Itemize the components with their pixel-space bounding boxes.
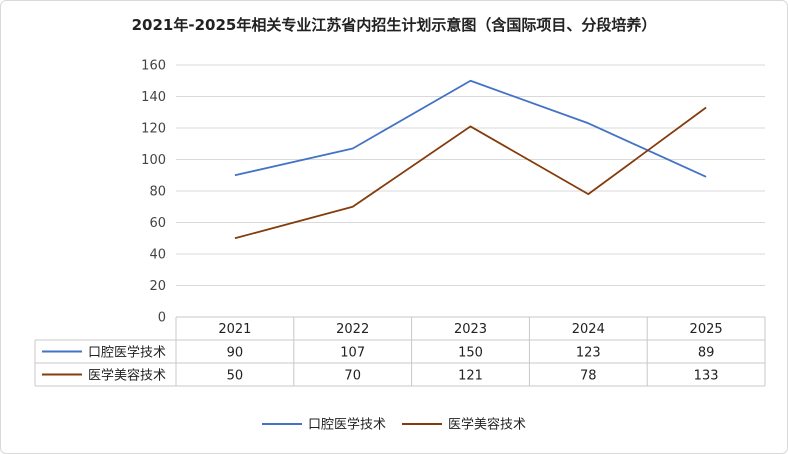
- data-label: 133: [694, 369, 719, 384]
- data-label: 107: [340, 346, 365, 361]
- x-category-label: 2024: [572, 322, 605, 337]
- table-series-name: 口腔医学技术: [88, 345, 166, 361]
- legend: 口腔医学技术 医学美容技术: [262, 417, 526, 433]
- y-tick-label: 60: [149, 216, 166, 231]
- data-label: 150: [458, 346, 483, 361]
- x-category-label: 2021: [218, 322, 251, 337]
- x-category-label: 2025: [690, 322, 723, 337]
- data-label: 89: [698, 346, 715, 361]
- legend-label: 口腔医学技术: [308, 417, 386, 433]
- y-tick-label: 140: [141, 90, 166, 105]
- data-label: 70: [344, 369, 361, 384]
- table-series-name: 医学美容技术: [88, 368, 166, 384]
- data-label: 50: [227, 369, 244, 384]
- y-axis-ticks: 0 20 40 60 80 100 120 140 160: [141, 59, 166, 326]
- data-label: 121: [458, 369, 483, 384]
- legend-label: 医学美容技术: [448, 417, 526, 433]
- y-tick-label: 100: [141, 153, 166, 168]
- data-label: 78: [580, 369, 597, 384]
- series-lines: [234, 79, 707, 240]
- y-tick-label: 160: [141, 59, 166, 74]
- y-tick-label: 20: [149, 279, 166, 294]
- data-label: 123: [576, 346, 601, 361]
- data-table: 2021 2022 2023 2024 2025 口腔医学技术 90 107 150 123 89 医…: [34, 316, 766, 387]
- x-category-label: 2023: [454, 322, 487, 337]
- gridlines: [176, 64, 765, 318]
- series-line: [234, 79, 707, 178]
- series-line: [234, 106, 707, 240]
- y-tick-label: 40: [149, 248, 166, 263]
- chart-title: 2021年-2025年相关专业江苏省内招生计划示意图（含国际项目、分段培养）: [131, 16, 657, 34]
- y-tick-label: 120: [141, 122, 166, 137]
- y-tick-label: 80: [149, 185, 166, 200]
- x-category-label: 2022: [336, 322, 369, 337]
- y-tick-label: 0: [158, 311, 166, 326]
- data-label: 90: [227, 346, 244, 361]
